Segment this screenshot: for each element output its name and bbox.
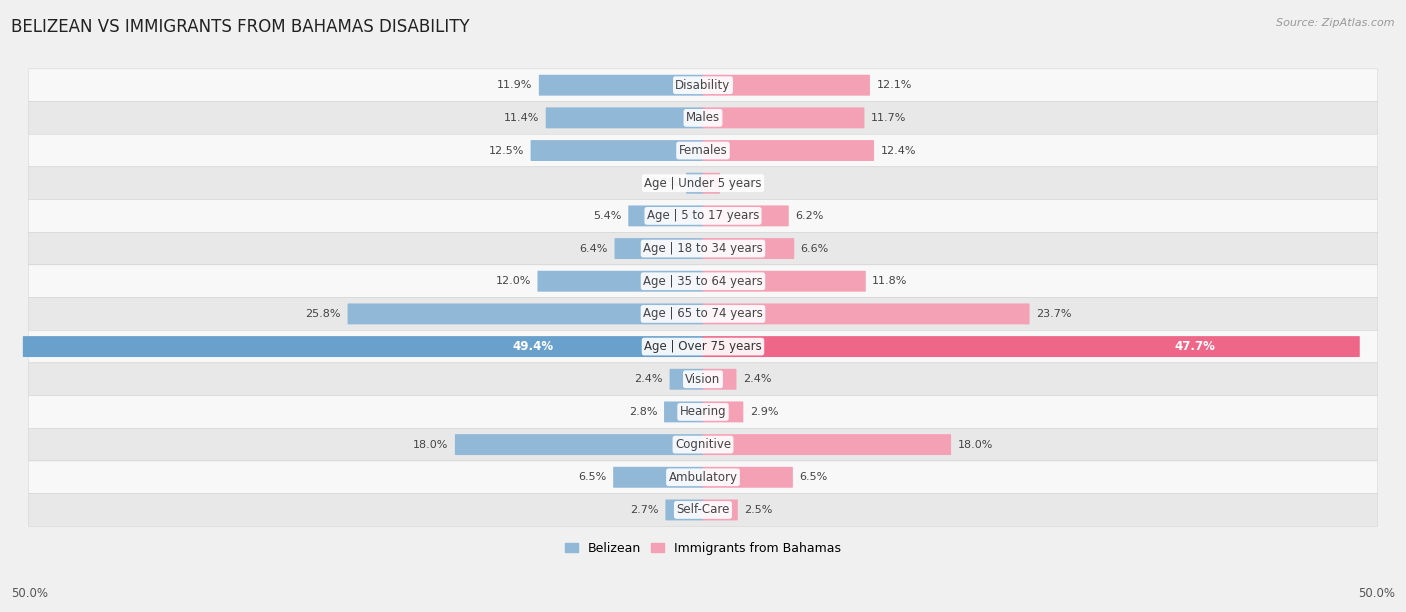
Text: Disability: Disability [675, 79, 731, 92]
FancyBboxPatch shape [28, 69, 1378, 102]
Text: Vision: Vision [685, 373, 721, 386]
Text: 2.7%: 2.7% [630, 505, 659, 515]
FancyBboxPatch shape [530, 140, 703, 161]
Text: 11.8%: 11.8% [872, 276, 908, 286]
Text: Age | Under 5 years: Age | Under 5 years [644, 177, 762, 190]
FancyBboxPatch shape [703, 271, 866, 292]
FancyBboxPatch shape [703, 401, 744, 422]
FancyBboxPatch shape [28, 167, 1378, 200]
Text: 12.1%: 12.1% [876, 80, 911, 90]
FancyBboxPatch shape [28, 102, 1378, 134]
Text: 2.4%: 2.4% [634, 375, 664, 384]
Text: 25.8%: 25.8% [305, 309, 342, 319]
FancyBboxPatch shape [703, 499, 738, 520]
Text: BELIZEAN VS IMMIGRANTS FROM BAHAMAS DISABILITY: BELIZEAN VS IMMIGRANTS FROM BAHAMAS DISA… [11, 18, 470, 36]
Text: Females: Females [679, 144, 727, 157]
FancyBboxPatch shape [703, 369, 737, 390]
FancyBboxPatch shape [28, 297, 1378, 330]
FancyBboxPatch shape [613, 467, 703, 488]
FancyBboxPatch shape [546, 108, 703, 129]
Text: Age | Over 75 years: Age | Over 75 years [644, 340, 762, 353]
Text: 12.5%: 12.5% [489, 146, 524, 155]
FancyBboxPatch shape [28, 330, 1378, 363]
Text: Age | 18 to 34 years: Age | 18 to 34 years [643, 242, 763, 255]
Text: Hearing: Hearing [679, 405, 727, 419]
FancyBboxPatch shape [703, 238, 794, 259]
Text: 11.7%: 11.7% [870, 113, 907, 123]
FancyBboxPatch shape [703, 108, 865, 129]
FancyBboxPatch shape [665, 499, 703, 520]
Text: Males: Males [686, 111, 720, 124]
FancyBboxPatch shape [614, 238, 703, 259]
FancyBboxPatch shape [686, 173, 703, 193]
Text: 50.0%: 50.0% [1358, 587, 1395, 600]
Text: 47.7%: 47.7% [1175, 340, 1216, 353]
FancyBboxPatch shape [456, 434, 703, 455]
Text: 18.0%: 18.0% [413, 439, 449, 450]
FancyBboxPatch shape [28, 494, 1378, 526]
Text: Source: ZipAtlas.com: Source: ZipAtlas.com [1277, 18, 1395, 28]
FancyBboxPatch shape [664, 401, 703, 422]
Text: 49.4%: 49.4% [513, 340, 554, 353]
Text: Age | 65 to 74 years: Age | 65 to 74 years [643, 307, 763, 321]
Text: 6.5%: 6.5% [578, 472, 606, 482]
FancyBboxPatch shape [28, 134, 1378, 167]
Text: 2.5%: 2.5% [744, 505, 773, 515]
Text: 2.9%: 2.9% [749, 407, 779, 417]
FancyBboxPatch shape [28, 428, 1378, 461]
Text: 6.6%: 6.6% [800, 244, 830, 253]
Text: 1.2%: 1.2% [727, 178, 755, 188]
Text: Cognitive: Cognitive [675, 438, 731, 451]
FancyBboxPatch shape [703, 304, 1029, 324]
FancyBboxPatch shape [28, 265, 1378, 297]
FancyBboxPatch shape [537, 271, 703, 292]
Text: 23.7%: 23.7% [1036, 309, 1071, 319]
Text: 12.0%: 12.0% [496, 276, 531, 286]
FancyBboxPatch shape [703, 434, 950, 455]
Text: 18.0%: 18.0% [957, 439, 993, 450]
Text: 11.4%: 11.4% [503, 113, 540, 123]
FancyBboxPatch shape [347, 304, 703, 324]
Legend: Belizean, Immigrants from Bahamas: Belizean, Immigrants from Bahamas [561, 537, 845, 560]
FancyBboxPatch shape [28, 200, 1378, 232]
Text: 11.9%: 11.9% [496, 80, 533, 90]
Text: 1.2%: 1.2% [651, 178, 679, 188]
FancyBboxPatch shape [703, 173, 720, 193]
FancyBboxPatch shape [669, 369, 703, 390]
FancyBboxPatch shape [538, 75, 703, 95]
FancyBboxPatch shape [703, 75, 870, 95]
FancyBboxPatch shape [28, 232, 1378, 265]
Text: Self-Care: Self-Care [676, 504, 730, 517]
Text: 50.0%: 50.0% [11, 587, 48, 600]
FancyBboxPatch shape [22, 336, 703, 357]
FancyBboxPatch shape [28, 363, 1378, 395]
FancyBboxPatch shape [703, 336, 1360, 357]
Text: Age | 35 to 64 years: Age | 35 to 64 years [643, 275, 763, 288]
FancyBboxPatch shape [28, 461, 1378, 494]
Text: 2.4%: 2.4% [742, 375, 772, 384]
Text: 2.8%: 2.8% [628, 407, 658, 417]
FancyBboxPatch shape [28, 395, 1378, 428]
Text: 6.2%: 6.2% [796, 211, 824, 221]
FancyBboxPatch shape [703, 140, 875, 161]
FancyBboxPatch shape [703, 206, 789, 226]
Text: 5.4%: 5.4% [593, 211, 621, 221]
Text: Age | 5 to 17 years: Age | 5 to 17 years [647, 209, 759, 222]
FancyBboxPatch shape [703, 467, 793, 488]
Text: 12.4%: 12.4% [880, 146, 915, 155]
Text: 6.5%: 6.5% [800, 472, 828, 482]
FancyBboxPatch shape [628, 206, 703, 226]
Text: Ambulatory: Ambulatory [668, 471, 738, 483]
Text: 6.4%: 6.4% [579, 244, 607, 253]
